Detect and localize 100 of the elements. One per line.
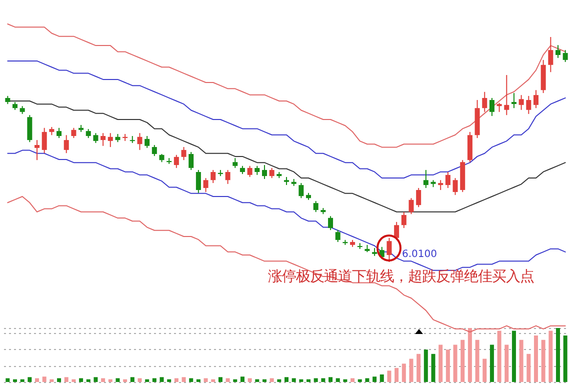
bar: [306, 379, 311, 382]
candlestick: [93, 132, 98, 144]
bar: [160, 377, 164, 382]
candlestick: [203, 178, 208, 193]
candlestick: [328, 216, 334, 231]
candlestick: [269, 167, 274, 179]
bar: [328, 377, 333, 382]
bar: [20, 379, 24, 382]
candlestick: [401, 212, 406, 229]
candlestick: [555, 44, 560, 58]
candlestick: [108, 132, 113, 148]
candlestick: [100, 132, 106, 146]
bar: [196, 379, 200, 382]
bar: [343, 379, 348, 382]
candlestick: [438, 180, 444, 190]
bar: [255, 379, 260, 382]
bar: [519, 340, 524, 382]
bar: [28, 377, 32, 382]
candlestick: [548, 36, 554, 73]
bar: [233, 379, 238, 382]
candlestick: [181, 146, 186, 161]
bar: [182, 377, 186, 382]
bar: [336, 378, 340, 382]
bar: [79, 378, 84, 382]
bar: [504, 344, 509, 382]
bar: [475, 340, 480, 382]
bar: [372, 376, 377, 382]
bar: [299, 379, 304, 382]
candlestick: [408, 198, 414, 215]
bar: [431, 354, 436, 382]
candlestick: [562, 50, 568, 62]
bar: [460, 340, 465, 382]
bar: [541, 340, 546, 382]
bar: [116, 378, 120, 382]
bar: [262, 379, 266, 382]
candlestick: [152, 144, 157, 157]
candlestick: [313, 200, 318, 213]
bar: [211, 379, 216, 382]
bar: [35, 378, 40, 382]
bar: [174, 378, 178, 382]
bar: [123, 379, 128, 382]
bar: [226, 378, 230, 382]
bar: [365, 378, 370, 382]
bar: [387, 370, 392, 382]
candlestick: [445, 172, 450, 188]
bar: [101, 378, 106, 382]
bar: [314, 378, 318, 382]
bar: [512, 330, 516, 382]
bar: [204, 378, 208, 382]
candlestick: [232, 158, 238, 168]
candlestick: [188, 151, 194, 170]
bar: [189, 378, 194, 382]
candlestick: [298, 182, 304, 199]
bar: [490, 344, 494, 382]
bar: [218, 377, 222, 382]
candlestick: [137, 132, 142, 150]
candlestick: [386, 237, 392, 262]
candlestick: [71, 127, 76, 139]
bar: [350, 378, 355, 382]
bar: [94, 377, 98, 382]
candlestick: [511, 92, 516, 109]
bar: [50, 379, 54, 382]
bar: [526, 354, 531, 382]
bar: [130, 377, 134, 382]
annotation: 6.0100: [402, 249, 437, 260]
candlestick: [34, 140, 40, 161]
bar: [394, 368, 399, 382]
bar: [42, 376, 46, 382]
bar: [152, 378, 156, 382]
candlestick: [56, 127, 62, 139]
bar: [277, 379, 282, 382]
candlestick: [394, 221, 400, 240]
candlestick: [225, 169, 230, 184]
bar: [416, 354, 421, 382]
bar: [72, 379, 76, 382]
candlestick: [174, 154, 179, 168]
bar: [438, 344, 443, 382]
bar: [248, 378, 252, 382]
candlestick: [27, 114, 32, 143]
bar: [240, 376, 244, 382]
bar: [409, 358, 414, 382]
bar: [86, 379, 90, 382]
bar: [380, 374, 384, 382]
bar: [358, 379, 362, 382]
candlestick: [452, 178, 458, 196]
candlestick: [518, 94, 524, 110]
bar: [167, 379, 172, 382]
candlestick: [42, 127, 47, 154]
candlestick: [416, 187, 422, 208]
candlestick: [64, 134, 69, 154]
bar: [424, 350, 428, 382]
bar: [402, 364, 406, 382]
candlestick: [423, 169, 428, 188]
candlestick: [210, 169, 216, 184]
bar: [468, 328, 472, 382]
bar: [482, 358, 487, 382]
candlestick: [262, 164, 267, 180]
candlestick: [247, 165, 252, 178]
bar: [534, 336, 538, 382]
bar: [284, 377, 288, 382]
